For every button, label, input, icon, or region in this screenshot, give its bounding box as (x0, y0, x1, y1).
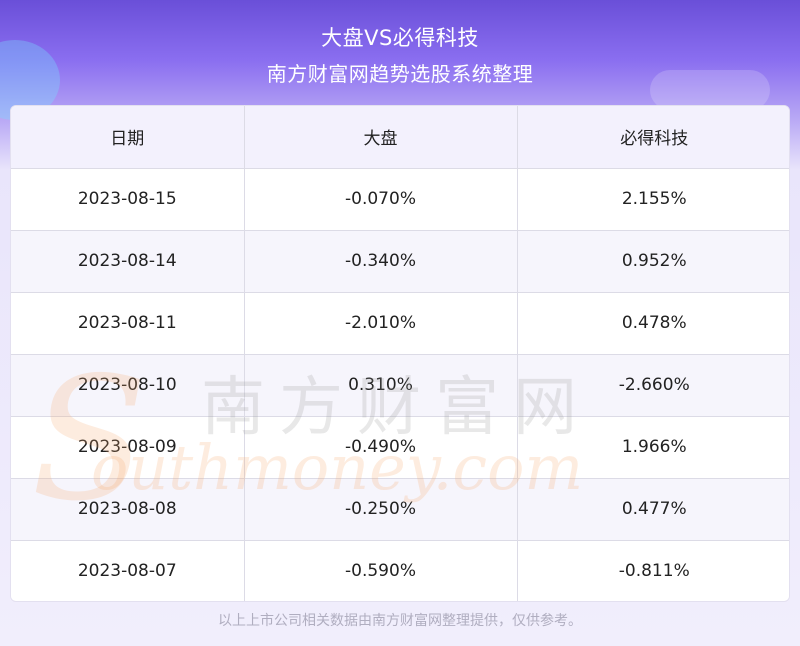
cell-stock: 0.477% (517, 478, 789, 541)
cell-stock: -0.811% (618, 561, 690, 582)
column-header-market: 大盘 (244, 106, 518, 169)
table-row: 2023-08-14 -0.340% 0.952% (11, 230, 789, 293)
table-row: 2023-08-09 -0.490% 1.966% (11, 416, 789, 479)
cell-date: 2023-08-09 (11, 416, 245, 479)
comparison-table-card: 日期 大盘 必得科技 2023-08-15 -0.070% 2.155% 202… (10, 105, 790, 602)
cell-date: 2023-08-10 (11, 354, 245, 417)
page-title: 大盘VS必得科技 (321, 26, 479, 50)
table-row: 2023-08-10 0.310% -2.660% (11, 354, 789, 417)
cell-date: 2023-08-08 (11, 478, 245, 541)
cell-stock: 0.478% (517, 292, 789, 355)
cell-date: 2023-08-11 (11, 292, 245, 355)
cell-date: 2023-08-15 (11, 168, 245, 231)
cell-market: -0.250% (244, 478, 518, 541)
column-header-stock: 必得科技 (517, 106, 789, 169)
cell-stock: 2.155% (517, 168, 789, 231)
header-decoration-right (650, 70, 770, 110)
table-row: 2023-08-07 -0.590% -0.811% (11, 540, 789, 601)
cell-date: 2023-08-07 (11, 540, 245, 601)
table-row: 2023-08-15 -0.070% 2.155% (11, 168, 789, 231)
table-header-row: 日期 大盘 必得科技 (11, 106, 789, 169)
cell-market: -0.490% (244, 416, 518, 479)
cell-market: 0.310% (244, 354, 518, 417)
table-row: 2023-08-08 -0.250% 0.477% (11, 478, 789, 541)
cell-market: -0.070% (244, 168, 518, 231)
footer-note: 以上上市公司相关数据由南方财富网整理提供，仅供参考。 (218, 613, 582, 629)
page-subtitle: 南方财富网趋势选股系统整理 (266, 62, 534, 86)
page-header: 大盘VS必得科技 南方财富网趋势选股系统整理 (0, 0, 800, 120)
cell-stock: 0.952% (517, 230, 789, 293)
cell-market: -0.340% (244, 230, 518, 293)
column-header-date: 日期 (11, 106, 245, 169)
cell-date: 2023-08-14 (11, 230, 245, 293)
cell-stock: 1.966% (517, 416, 789, 479)
table-row: 2023-08-11 -2.010% 0.478% (11, 292, 789, 355)
cell-stock: -2.660% (517, 354, 789, 417)
cell-market: -2.010% (244, 292, 518, 355)
cell-market: -0.590% (244, 540, 518, 601)
comparison-table: 日期 大盘 必得科技 2023-08-15 -0.070% 2.155% 202… (11, 106, 789, 601)
